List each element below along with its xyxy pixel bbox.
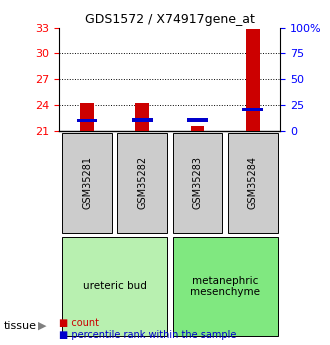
FancyBboxPatch shape	[117, 133, 167, 233]
Bar	[246, 29, 260, 131]
Bar	[191, 126, 205, 131]
Text: metanephric
mesenchyme: metanephric mesenchyme	[190, 276, 260, 297]
Bar	[77, 119, 97, 122]
FancyBboxPatch shape	[173, 237, 278, 336]
Text: ■ count: ■ count	[59, 318, 99, 327]
Bar	[132, 118, 153, 121]
Text: ureteric bud: ureteric bud	[83, 282, 147, 291]
Text: GSM35282: GSM35282	[137, 156, 147, 209]
Text: GSM35281: GSM35281	[82, 156, 92, 209]
FancyBboxPatch shape	[62, 133, 112, 233]
Text: tissue: tissue	[3, 321, 36, 331]
Text: GSM35284: GSM35284	[248, 156, 258, 209]
FancyBboxPatch shape	[62, 237, 167, 336]
Bar	[243, 108, 263, 111]
Bar	[187, 118, 208, 121]
FancyBboxPatch shape	[228, 133, 278, 233]
Bar	[80, 104, 94, 131]
Bar	[135, 104, 149, 131]
FancyBboxPatch shape	[173, 133, 222, 233]
Text: ▶: ▶	[38, 321, 47, 331]
Title: GDS1572 / X74917gene_at: GDS1572 / X74917gene_at	[85, 13, 255, 27]
Text: GSM35283: GSM35283	[193, 156, 203, 209]
Text: ■ percentile rank within the sample: ■ percentile rank within the sample	[59, 330, 237, 339]
